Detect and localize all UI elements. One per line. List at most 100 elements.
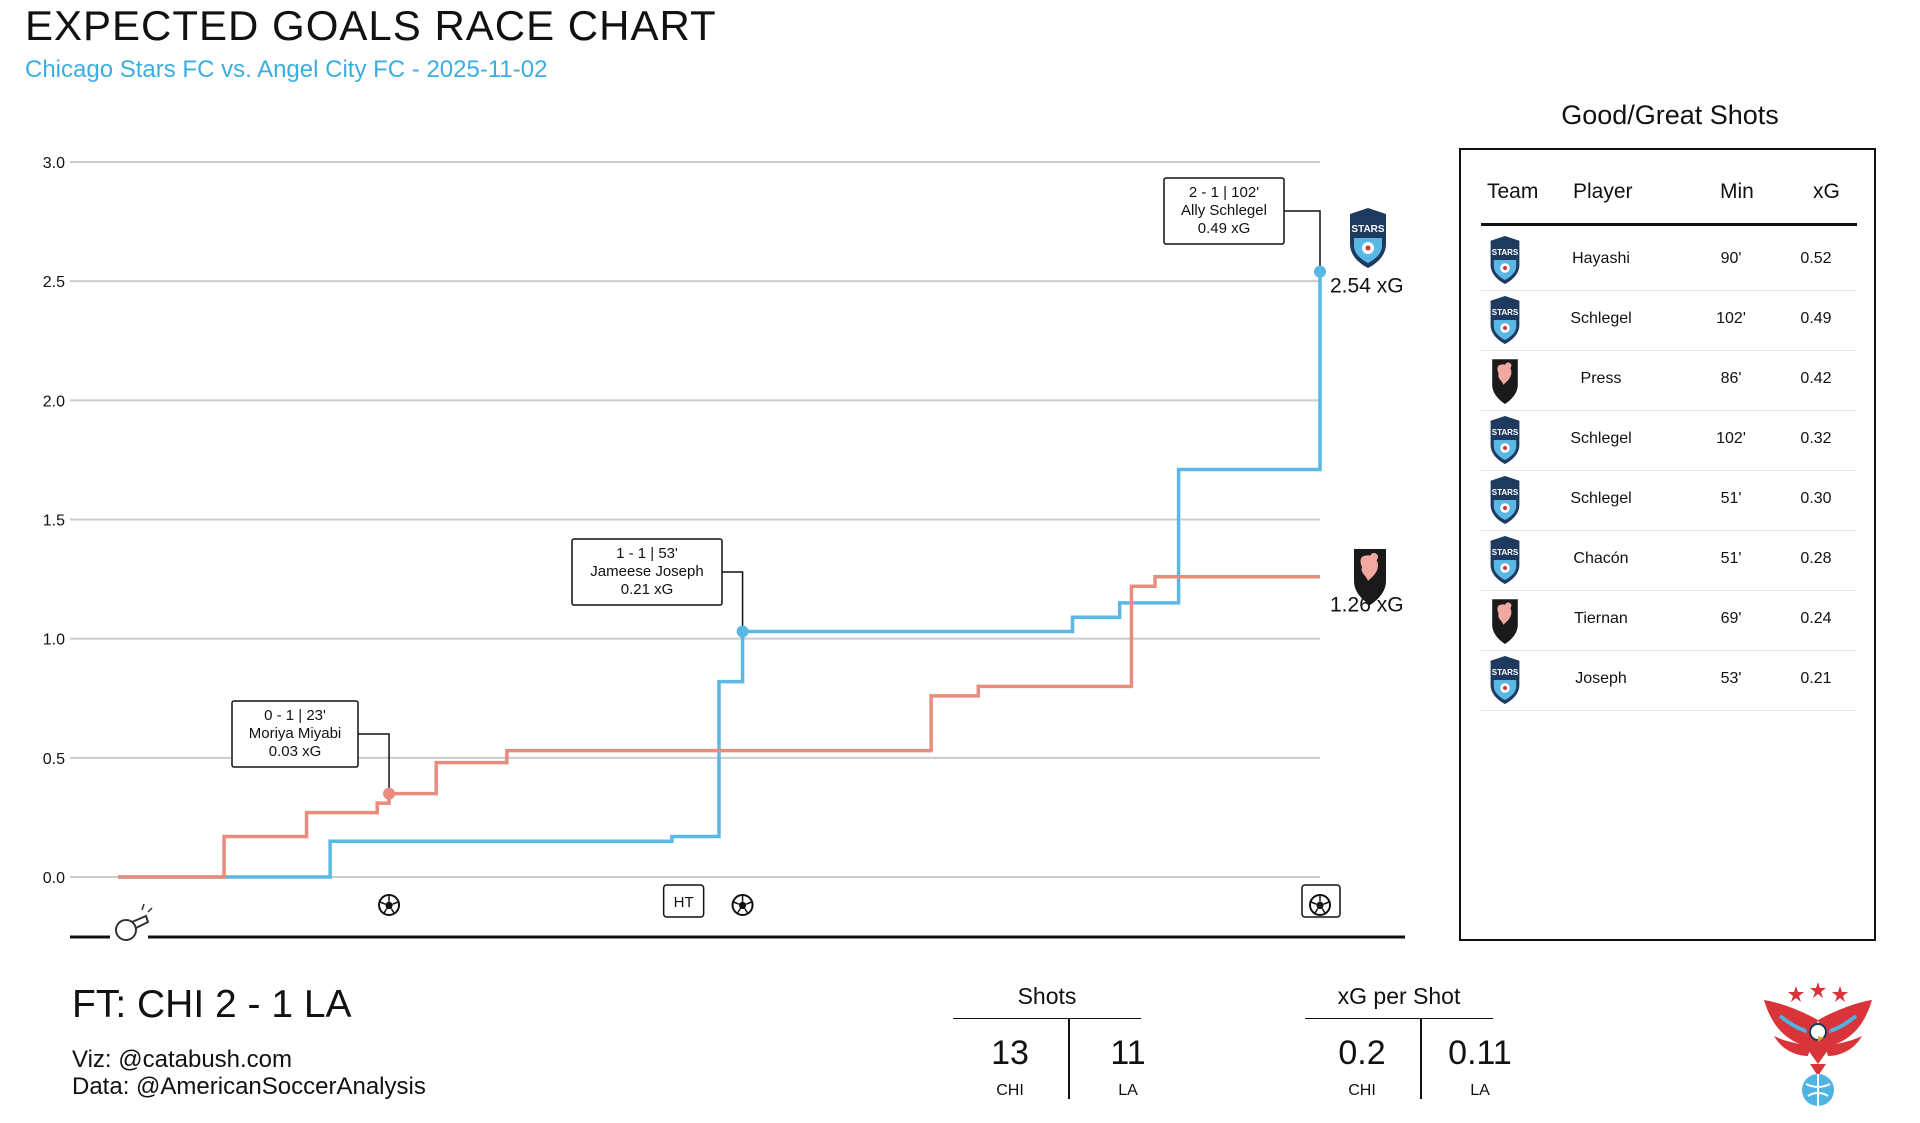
crest: STARS: [1490, 656, 1520, 704]
col-header-min: Min: [1720, 180, 1754, 203]
table-row: STARS Joseph 53' 0.21: [1481, 650, 1857, 711]
xg-cell: 0.24: [1800, 610, 1832, 627]
y-tick-label: 3.0: [43, 155, 65, 172]
chicago-stars-crest-icon: STARS: [1350, 208, 1386, 268]
crest-text: STARS: [1492, 428, 1519, 437]
crest: [1492, 599, 1518, 644]
player-cell: Schlegel: [1570, 490, 1632, 507]
whistle-icon: [115, 903, 153, 941]
crest-text: STARS: [1492, 548, 1519, 557]
soccer-ball-icon: [731, 894, 754, 916]
col-header-player: Player: [1573, 180, 1633, 203]
crest: STARS: [1490, 296, 1520, 344]
annotation-player: Ally Schlegel: [1181, 202, 1267, 219]
end-label-la: 1.26 xG: [1330, 594, 1404, 617]
ball-patch: [385, 901, 394, 909]
annotation-box: [231, 700, 359, 768]
whistle-mouth: [131, 914, 150, 929]
xg-per-shot-la-label: LA: [1470, 1082, 1490, 1099]
crest-figure: [1497, 364, 1512, 385]
crest: STARS: [1490, 236, 1520, 284]
crest: STARS: [1490, 416, 1520, 464]
minute-cell: 53': [1720, 670, 1742, 687]
player-cell: Chacón: [1573, 550, 1629, 567]
chart-subtitle: Chicago Stars FC vs. Angel City FC - 202…: [25, 56, 548, 83]
chart-title: EXPECTED GOALS RACE CHART: [25, 2, 717, 49]
xg-per-shot-divider: [1420, 1019, 1422, 1099]
table-title: Good/Great Shots: [1561, 100, 1779, 130]
xg-cell: 0.28: [1800, 550, 1832, 567]
crest-text: STARS: [1492, 308, 1519, 317]
shots-title: Shots: [1017, 983, 1077, 1009]
xg-per-shot-rule: [1305, 1018, 1493, 1019]
final-score: FT: CHI 2 - 1 LA: [72, 983, 352, 1026]
xg-cell: 0.42: [1800, 370, 1832, 387]
series-line-la: [118, 574, 1320, 879]
chicago-stars-logo-icon: STARS: [1490, 656, 1520, 704]
crest-flower-center: [1365, 245, 1371, 251]
xg-cell: 0.21: [1800, 670, 1832, 687]
minute-cell: 69': [1720, 610, 1742, 627]
shots-table: Team Player Min xG STARS Hayashi 90' 0.52 ST…: [1459, 148, 1876, 941]
chicago-stars-logo-icon: STARS: [1490, 536, 1520, 584]
y-tick-label: 0.5: [43, 751, 65, 768]
player-cell: Joseph: [1575, 670, 1627, 687]
annotation-xg: 0.03 xG: [269, 743, 322, 760]
annotation-score: 2 - 1 | 102': [1189, 184, 1259, 201]
y-tick-label: 0.0: [43, 870, 65, 887]
data-credit: Data: @AmericanSoccerAnalysis: [72, 1073, 426, 1100]
shots-divider: [1068, 1019, 1070, 1099]
crest-text: STARS: [1492, 488, 1519, 497]
shots-chi-value: 13: [991, 1034, 1029, 1072]
eagle-logo-icon: [1764, 982, 1872, 1106]
crest-flower-center: [1503, 266, 1507, 270]
annotation-player: Jameese Joseph: [590, 563, 703, 580]
crest: [1492, 359, 1518, 404]
crest-head: [1505, 362, 1512, 369]
shots-rule: [953, 1018, 1141, 1019]
xg-cell: 0.32: [1800, 430, 1832, 447]
crest-figure: [1360, 555, 1378, 581]
y-tick-label: 2.0: [43, 393, 65, 410]
minute-cell: 102': [1716, 430, 1746, 447]
shots-chi-label: CHI: [996, 1082, 1024, 1099]
y-tick-label: 2.5: [43, 274, 65, 291]
goal-point: [1314, 265, 1326, 278]
xg-per-shot-chi-value: 0.2: [1338, 1034, 1386, 1072]
xg-cell: 0.49: [1800, 310, 1832, 327]
annotation-player: Moriya Miyabi: [249, 725, 342, 742]
crest-text: STARS: [1492, 668, 1519, 677]
crest-flower-center: [1503, 326, 1507, 330]
y-tick-label: 1.5: [43, 513, 65, 530]
crest: STARS: [1490, 476, 1520, 524]
annotation-score: 0 - 1 | 23': [264, 707, 326, 724]
table-row: STARS Schlegel 51' 0.30: [1481, 470, 1857, 531]
table-row: Tiernan 69' 0.24: [1481, 590, 1857, 651]
crest-flower-center: [1503, 506, 1507, 510]
y-tick-label: 1.0: [43, 632, 65, 649]
annotation-leader: [722, 571, 744, 632]
minute-cell: 86': [1720, 370, 1742, 387]
player-cell: Hayashi: [1572, 250, 1630, 267]
table-row: STARS Schlegel 102' 0.32: [1481, 410, 1857, 471]
col-header-team: Team: [1487, 180, 1539, 203]
xg-cell: 0.52: [1800, 250, 1832, 267]
minute-cell: 51': [1720, 550, 1742, 567]
shots-la-label: LA: [1118, 1082, 1138, 1099]
minute-cell: 102': [1716, 310, 1746, 327]
angel-city-logo-icon: [1492, 359, 1518, 404]
chicago-stars-logo-icon: STARS: [1490, 416, 1520, 464]
table-row: STARS Chacón 51' 0.28: [1481, 530, 1857, 591]
annotation-box: [1163, 177, 1285, 245]
table-row: STARS Schlegel 102' 0.49: [1481, 290, 1857, 351]
crest-flower-center: [1503, 686, 1507, 690]
annotation-xg: 0.49 xG: [1198, 220, 1251, 237]
soccer-ball-icon: [378, 894, 401, 916]
xg-race-chart: 0.0 0.5 1.0 1.5 2.0 2.5 3.0 0 - 1 | 23'Moriya M…: [43, 155, 1405, 941]
crest-text: STARS: [1351, 224, 1384, 235]
xg-per-shot-title: xG per Shot: [1337, 983, 1461, 1009]
chicago-stars-logo-icon: STARS: [1490, 296, 1520, 344]
